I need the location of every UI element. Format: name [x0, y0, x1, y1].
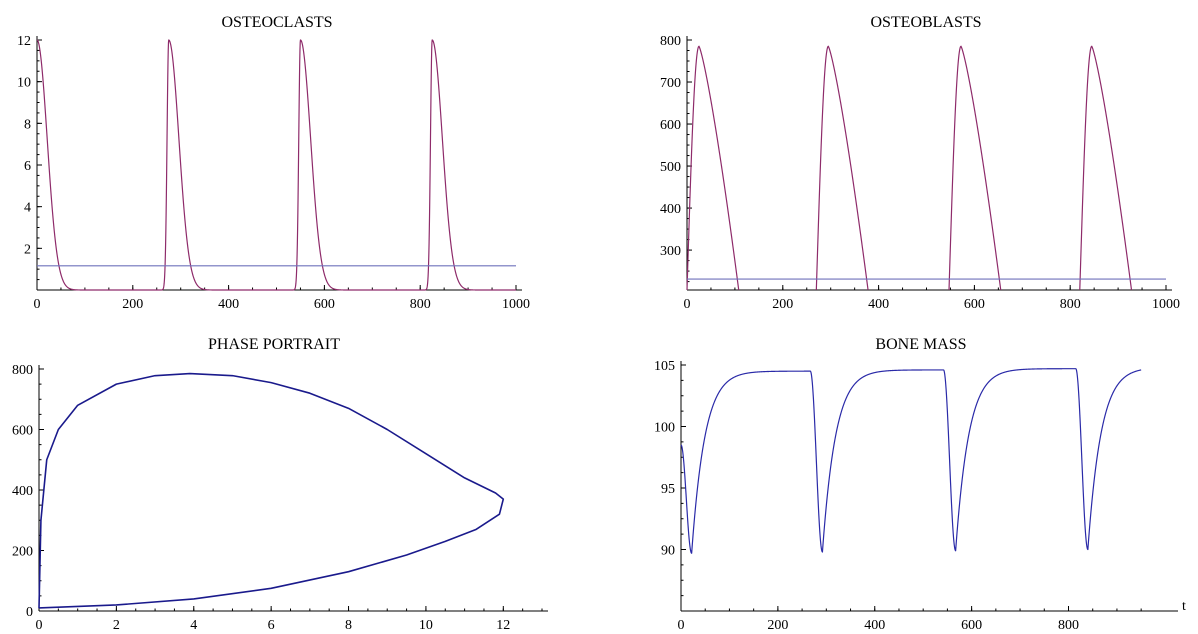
phase_portrait-y-tick-label: 600: [12, 424, 33, 439]
bone_mass-x-tick-label: 800: [1058, 618, 1079, 633]
bone_mass-series-0-bone: [680, 368, 1142, 554]
phase_portrait-x-tick-label: 0: [36, 618, 43, 633]
osteoblasts-x-tick-label: 200: [772, 297, 793, 312]
phase-portrait-panel: PHASE PORTRAIT 0 2 4 6 8 10 12 0 200 400 600 800: [12, 336, 548, 633]
osteoblasts-series-0-pulse: [1079, 45, 1133, 291]
osteoclasts-y-tick-label: 2: [24, 242, 31, 257]
osteoclasts-x-tick-label: 0: [34, 297, 41, 312]
bone-mass-title: BONE MASS: [875, 336, 966, 353]
bone-mass-x-axis-label: t: [1182, 599, 1186, 614]
bone_mass-y-tick-label: 90: [661, 544, 675, 559]
osteoclasts-y-tick-label: 6: [24, 159, 31, 174]
osteoblasts-x-tick-label: 1000: [1152, 297, 1180, 312]
phase_portrait-x-tick-label: 4: [190, 618, 197, 633]
bone_mass-x-tick-label: 400: [864, 618, 885, 633]
osteoblasts-title: OSTEOBLASTS: [870, 14, 981, 31]
osteoclasts-panel: OSTEOCLASTS 0 200 400 600 800 1000 2 4 6 8 10 12: [17, 14, 530, 312]
osteoblasts-y-tick-label: 400: [660, 202, 681, 217]
osteoclasts-x-tick-label: 400: [218, 297, 239, 312]
osteoclasts-x-tick-label: 600: [314, 297, 335, 312]
osteoblasts-x-tick-label: 400: [868, 297, 889, 312]
phase_portrait-y-tick-label: 400: [12, 484, 33, 499]
osteoclasts-x-tick-label: 200: [122, 297, 143, 312]
osteoclasts-y-tick-label: 10: [17, 76, 31, 91]
phase-portrait-title: PHASE PORTRAIT: [208, 336, 340, 353]
osteoblasts-y-tick-label: 600: [660, 118, 681, 133]
osteoclasts-title: OSTEOCLASTS: [221, 14, 332, 31]
osteoblasts-y-tick-label: 800: [660, 34, 681, 49]
osteoblasts-series-0-pulse: [686, 45, 740, 291]
phase_portrait-y-tick-label: 200: [12, 545, 33, 560]
osteoclasts-y-tick-label: 8: [24, 117, 31, 132]
osteoclasts-y-tick-label: 4: [24, 201, 31, 216]
osteoclasts-y-tick-label: 12: [17, 34, 31, 49]
osteoblasts-y-tick-label: 300: [660, 244, 681, 259]
phase_portrait-y-tick-label: 0: [26, 605, 33, 620]
osteoclasts-series-0-pulses: [36, 39, 517, 291]
phase_portrait-x-tick-label: 2: [113, 618, 120, 633]
osteoclasts-x-tick-label: 800: [410, 297, 431, 312]
bone_mass-x-tick-label: 600: [961, 618, 982, 633]
osteoblasts-x-tick-label: 600: [964, 297, 985, 312]
osteoblasts-series-0-pulse: [815, 45, 869, 291]
osteoblasts-x-tick-label: 800: [1060, 297, 1081, 312]
phase_portrait-y-tick-label: 800: [12, 363, 33, 378]
bone_mass-x-tick-label: 0: [678, 618, 685, 633]
phase_portrait-x-tick-label: 6: [268, 618, 275, 633]
bone_mass-y-tick-label: 100: [654, 421, 675, 436]
phase_portrait-x-tick-label: 10: [419, 618, 433, 633]
phase_portrait-series-0-loop: [38, 372, 505, 609]
osteoblasts-series-0-pulse: [948, 45, 1002, 291]
bone_mass-x-tick-label: 200: [767, 618, 788, 633]
osteoblasts-panel: OSTEOBLASTS 0 200 400 600 800 1000 300 400 500 60…: [660, 14, 1180, 312]
phase_portrait-x-tick-label: 8: [345, 618, 352, 633]
osteoblasts-y-tick-label: 700: [660, 76, 681, 91]
bone_mass-y-tick-label: 95: [661, 482, 675, 497]
osteoclasts-x-tick-label: 1000: [502, 297, 530, 312]
osteoblasts-x-tick-label: 0: [684, 297, 691, 312]
phase_portrait-x-tick-label: 12: [496, 618, 510, 633]
osteoblasts-y-tick-label: 500: [660, 160, 681, 175]
bone_mass-y-tick-label: 105: [654, 359, 675, 374]
bone-mass-panel: BONE MASS t 0 200 400 600 800 90 95 100 105: [654, 336, 1186, 633]
